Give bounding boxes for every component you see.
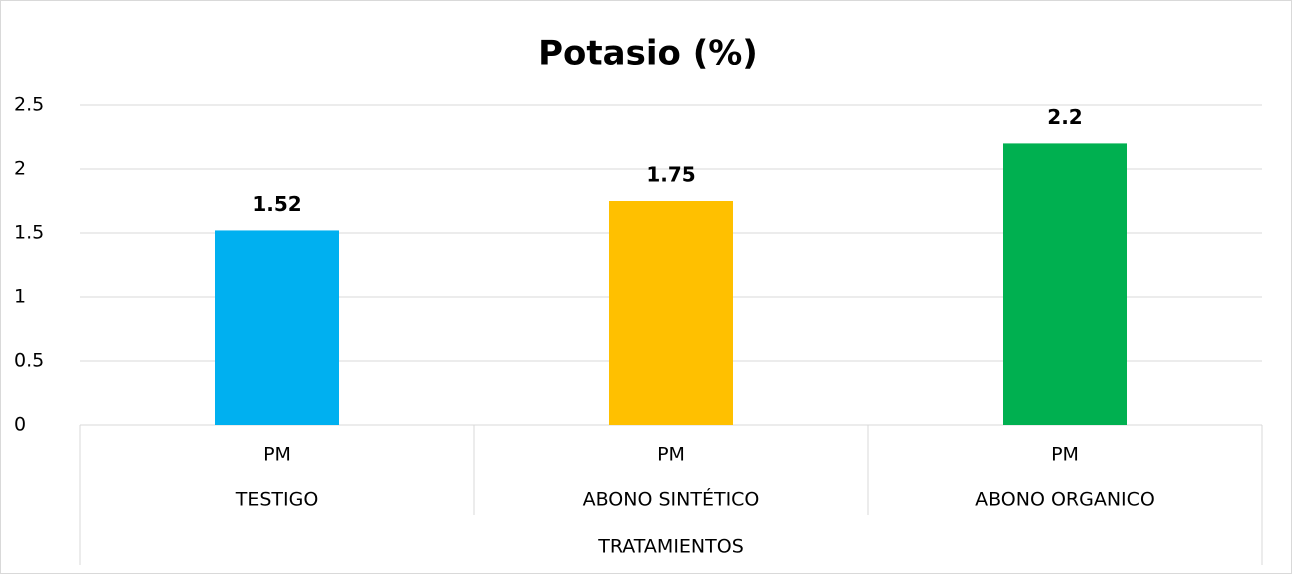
data-label: 2.2 bbox=[1047, 105, 1082, 129]
y-tick-label: 2 bbox=[14, 158, 26, 180]
bar bbox=[215, 230, 339, 425]
x-tick-label: PM bbox=[263, 444, 291, 466]
x-tick-label: PM bbox=[657, 444, 685, 466]
x-group-label: TESTIGO bbox=[235, 489, 319, 511]
x-group-label: ABONO SINTÉTICO bbox=[583, 488, 760, 511]
y-tick-label: 0.5 bbox=[14, 350, 44, 372]
y-tick-label: 0 bbox=[14, 414, 26, 436]
x-axis-label: TRATAMIENTOS bbox=[597, 536, 744, 558]
chart-title: Potasio (%) bbox=[538, 34, 758, 74]
x-group-label: ABONO ORGANICO bbox=[975, 489, 1155, 511]
bar bbox=[609, 201, 733, 425]
y-tick-label: 2.5 bbox=[14, 94, 44, 116]
y-tick-label: 1.5 bbox=[14, 222, 44, 244]
data-label: 1.52 bbox=[252, 192, 301, 216]
y-tick-label: 1 bbox=[14, 286, 26, 308]
data-label: 1.75 bbox=[646, 163, 695, 187]
bar bbox=[1003, 143, 1127, 425]
x-tick-label: PM bbox=[1051, 444, 1079, 466]
